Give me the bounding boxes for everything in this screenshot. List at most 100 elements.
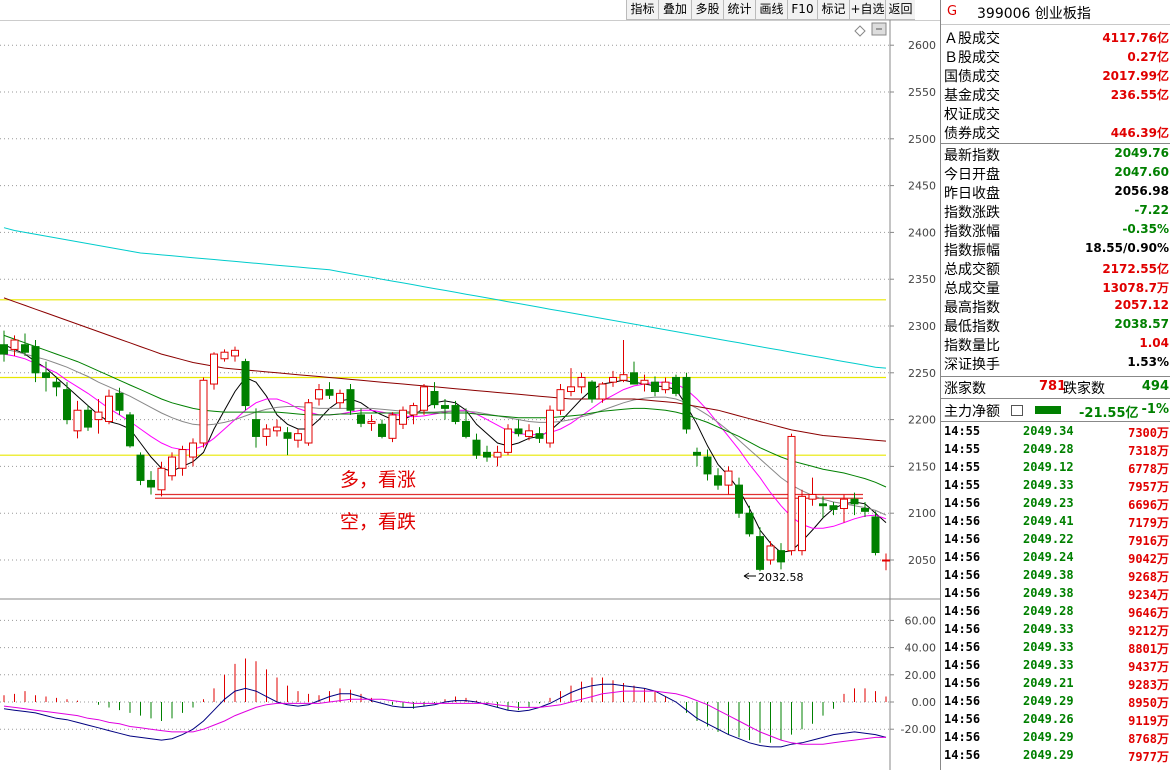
tick-row: 14:56 2049.33 9437万	[941, 656, 1170, 674]
tick-time: 14:56	[944, 532, 981, 546]
market-icon: G	[947, 4, 958, 19]
tick-row: 14:56 2049.33 9212万	[941, 620, 1170, 638]
tick-volume: 9042万	[1128, 552, 1169, 566]
tick-row: 14:56 2049.38 9268万	[941, 566, 1170, 584]
tick-row: 14:56 2049.28 9646万	[941, 602, 1170, 620]
index-name: 创业板指	[1034, 6, 1091, 22]
index-stat-row: 指数振幅 18.55/0.90%	[941, 240, 1170, 259]
annotation-bearish: 空，看跌	[340, 511, 416, 533]
macd-tick: -20.00	[901, 723, 936, 736]
price-tick: 2050	[908, 554, 936, 567]
ma-line-4	[3, 297, 887, 442]
toolbar-button-2[interactable]: 多股	[691, 0, 723, 20]
tick-volume: 9234万	[1128, 588, 1169, 602]
toolbar-button-6[interactable]: 标记	[817, 0, 849, 20]
tick-row: 14:56 2049.38 9234万	[941, 584, 1170, 602]
kline-chart[interactable]: 2600 2550 2500 2450 2400 2350 2300 2250 2200 2150…	[0, 0, 940, 770]
candle	[126, 412, 134, 448]
candle	[94, 399, 103, 434]
candle	[367, 414, 376, 431]
tick-time: 14:55	[944, 424, 981, 438]
candle	[336, 389, 344, 409]
tick-volume: 9283万	[1128, 678, 1169, 692]
volume-stat-row: 基金成交 236.55亿	[941, 85, 1170, 104]
candle	[147, 471, 155, 495]
candle	[21, 333, 29, 356]
stat-value: 18.55/0.90%	[1085, 241, 1169, 255]
index-stat-row: 指数涨幅 -0.35%	[941, 221, 1170, 240]
candle	[819, 496, 827, 518]
candle	[10, 335, 19, 356]
diamond-icon[interactable]	[854, 25, 866, 37]
candle	[493, 445, 502, 467]
tick-volume: 7916万	[1128, 534, 1169, 548]
candle	[598, 382, 607, 403]
tick-time: 14:56	[944, 514, 981, 528]
price-tick: 2600	[908, 39, 936, 52]
stat-value: 236.55亿	[1110, 88, 1169, 102]
tick-volume: 7318万	[1128, 444, 1169, 458]
macd-dea-line	[3, 690, 886, 745]
candle	[546, 405, 554, 448]
candle	[199, 377, 208, 448]
stat-value: 446.39亿	[1110, 126, 1169, 140]
index-stat-row: 总成交量 13078.7万	[941, 278, 1170, 297]
tick-volume: 7300万	[1128, 426, 1169, 440]
grid	[0, 19, 940, 770]
index-stat-row: 最低指数 2038.57	[941, 316, 1170, 335]
candle	[787, 433, 796, 556]
macd-tick: 60.00	[905, 614, 937, 627]
stat-label: 最低指数	[944, 319, 1000, 335]
down-count-label: 跌家数	[1063, 381, 1105, 397]
stat-label: 基金成交	[944, 88, 1000, 104]
toolbar-button-3[interactable]: 统计	[723, 0, 755, 20]
toolbar-button-4[interactable]: 画线	[755, 0, 787, 20]
toolbar: 指标 叠加 多股 统计 画线 F10 标记 +自选 返回	[0, 0, 940, 20]
stat-label: 国债成交	[944, 69, 1000, 85]
candle	[84, 405, 92, 431]
candle	[441, 399, 449, 420]
price-tick: 2500	[908, 133, 936, 146]
flow-list-icon[interactable]	[1011, 405, 1023, 416]
up-count-label: 涨家数	[944, 381, 986, 397]
tick-row: 14:55 2049.28 7318万	[941, 440, 1170, 458]
toolbar-button-5[interactable]: F10	[787, 0, 817, 20]
macd-tick: 20.00	[905, 669, 937, 682]
stat-value: 2017.99亿	[1102, 69, 1169, 83]
candle	[745, 505, 754, 537]
candle	[325, 382, 334, 400]
moving-averages	[3, 227, 887, 554]
stat-value: 0.27亿	[1127, 50, 1169, 64]
toolbar-button-7[interactable]: +自选	[849, 0, 885, 20]
tick-row: 14:56 2049.22 7916万	[941, 530, 1170, 548]
candle	[52, 376, 61, 397]
toolbar-button-1[interactable]: 叠加	[658, 0, 691, 20]
toolbar-button-0[interactable]: 指标	[626, 0, 658, 20]
ma-line-0	[3, 344, 887, 554]
tick-volume: 7957万	[1128, 480, 1169, 494]
candle	[735, 477, 743, 518]
candle	[283, 427, 292, 456]
tick-time: 14:56	[944, 694, 981, 708]
toolbar-button-8[interactable]: 返回	[885, 0, 915, 20]
tick-price: 2049.33	[1023, 622, 1074, 636]
tick-time: 14:56	[944, 568, 981, 582]
volume-stat-row: 债券成交 446.39亿	[941, 123, 1170, 142]
breadth-row: 涨家数 781 跌家数 494	[941, 376, 1170, 399]
main-flow-label: 主力净额	[944, 404, 1000, 420]
stat-value: 2056.98	[1114, 184, 1169, 198]
tick-price: 2049.38	[1023, 568, 1074, 582]
tick-time: 14:56	[944, 586, 981, 600]
candle	[315, 384, 323, 406]
index-code: 399006	[977, 6, 1031, 22]
candle	[409, 402, 418, 425]
tick-time: 14:56	[944, 550, 981, 564]
horizontal-levels	[0, 299, 886, 499]
candle	[252, 408, 260, 448]
tick-time: 14:55	[944, 442, 981, 456]
panel-toggle-icon[interactable]	[871, 22, 887, 36]
stat-label: 总成交额	[944, 262, 1000, 278]
candle	[682, 372, 691, 434]
candle	[651, 376, 659, 397]
candle	[504, 424, 512, 456]
